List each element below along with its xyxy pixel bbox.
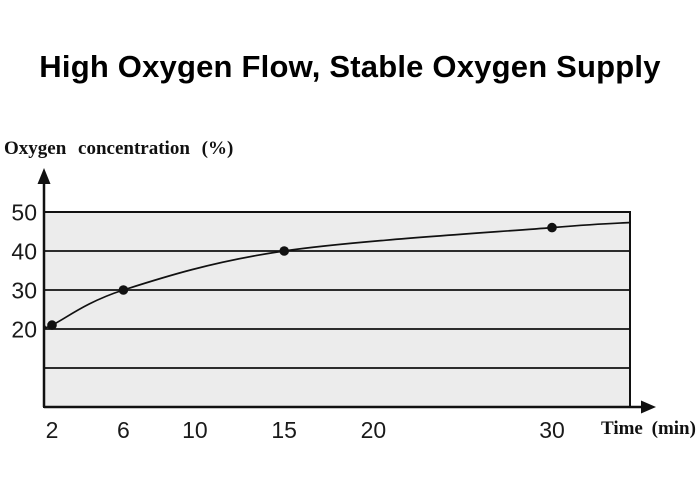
x-tick-label-2: 2	[46, 417, 59, 443]
y-tick-label-20: 20	[11, 317, 37, 343]
plot-area	[43, 211, 631, 408]
y-tick-label-30: 30	[11, 278, 37, 304]
x-axis-title: Time (min)	[601, 418, 696, 439]
x-tick-label-20: 20	[361, 417, 387, 443]
y-axis-title: Oxygen concentration (%)	[4, 138, 234, 159]
page-title: High Oxygen Flow, Stable Oxygen Supply	[39, 49, 661, 84]
x-axis-arrow-icon	[641, 400, 656, 414]
data-point-30min	[547, 222, 557, 233]
x-tick-label-10: 10	[182, 417, 208, 443]
x-tick-label-6: 6	[117, 417, 130, 443]
y-axis-arrow-icon	[37, 168, 51, 184]
y-tick-label-50: 50	[11, 200, 37, 226]
x-tick-label-15: 15	[271, 417, 297, 443]
x-tick-label-30: 30	[539, 417, 565, 443]
data-point-2min	[47, 320, 57, 330]
data-point-6min	[118, 285, 129, 295]
data-point-15min	[279, 246, 290, 256]
y-tick-label-40: 40	[11, 239, 37, 265]
